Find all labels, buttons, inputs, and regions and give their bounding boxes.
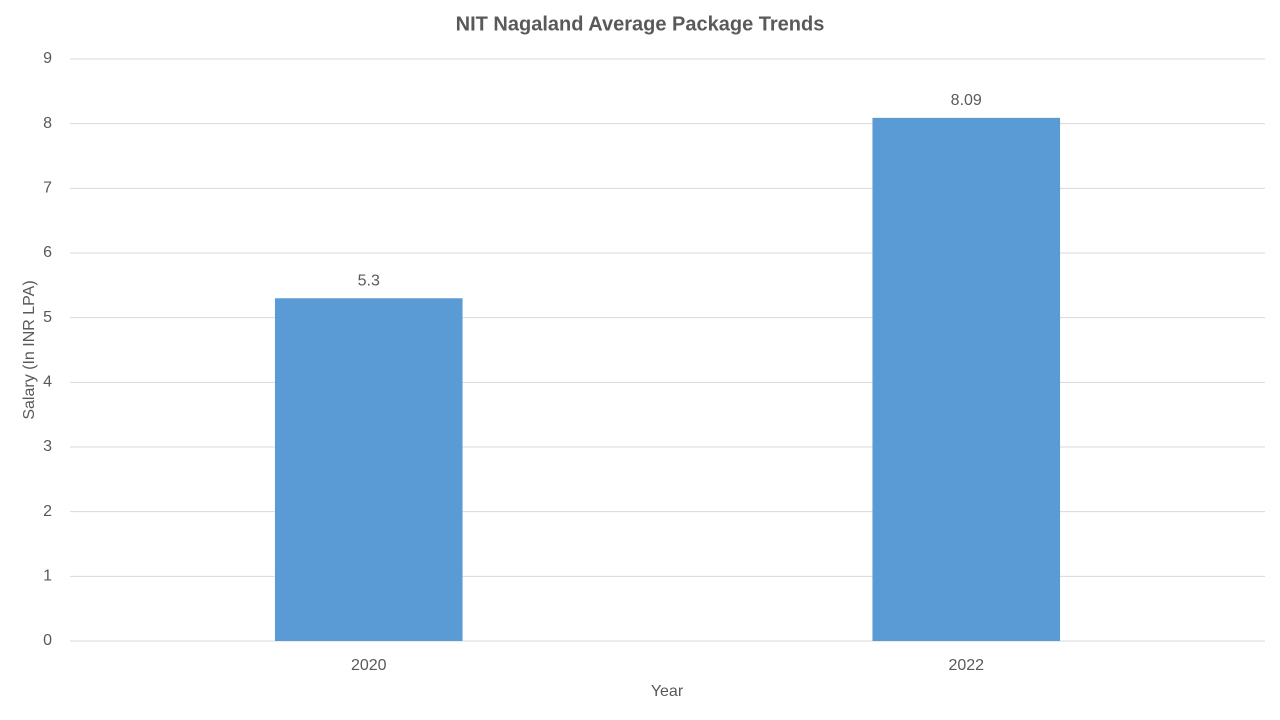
y-tick-label: 1 xyxy=(43,568,52,585)
bar xyxy=(872,117,1061,641)
data-label: 5.3 xyxy=(358,272,380,289)
y-tick-label: 0 xyxy=(43,632,52,649)
y-tick-label: 5 xyxy=(43,309,52,326)
bar xyxy=(274,298,463,641)
x-tick-label: 2022 xyxy=(948,657,984,674)
y-tick-label: 3 xyxy=(43,438,52,455)
y-tick-label: 7 xyxy=(43,180,52,197)
chart-title: NIT Nagaland Average Package Trends xyxy=(456,13,825,35)
y-tick-label: 8 xyxy=(43,115,52,132)
y-axis-label: Salary (In INR LPA) xyxy=(21,280,38,419)
y-tick-label: 6 xyxy=(43,244,52,261)
y-tick-label: 2 xyxy=(43,503,52,520)
x-axis-label: Year xyxy=(651,683,684,700)
data-label: 8.09 xyxy=(951,92,982,109)
x-tick-label: 2020 xyxy=(351,657,387,674)
y-tick-label: 4 xyxy=(43,374,52,391)
y-tick-label: 9 xyxy=(43,50,52,67)
